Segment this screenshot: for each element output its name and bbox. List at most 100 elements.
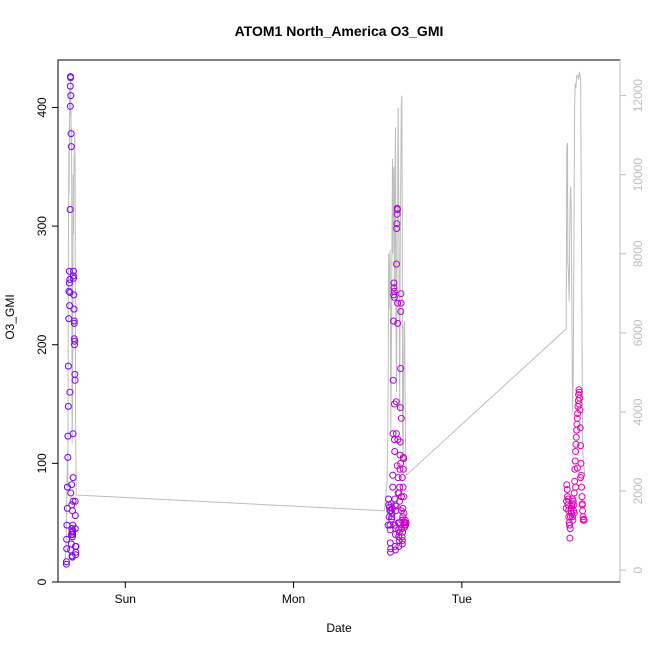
secondary-series-line: [64, 71, 586, 563]
data-point: [572, 483, 580, 491]
data-point: [66, 276, 74, 283]
data-point: [63, 535, 71, 543]
data-point: [70, 317, 78, 325]
data-point: [574, 410, 582, 417]
data-point: [64, 453, 72, 461]
y-tick-label: 100: [35, 453, 49, 473]
data-point: [578, 483, 586, 491]
data-point: [563, 481, 571, 489]
chart-title: ATOM1 North_America O3_GMI: [235, 23, 444, 39]
right-y-tick-label: 10000: [631, 158, 645, 192]
data-point: [399, 504, 407, 512]
y-tick-label: 300: [35, 216, 49, 236]
data-point: [67, 489, 75, 497]
data-point: [391, 400, 398, 408]
data-point: [67, 74, 75, 82]
data-point: [71, 376, 79, 384]
data-point: [389, 483, 397, 491]
data-point: [575, 400, 583, 408]
data-point: [395, 533, 403, 541]
data-point: [395, 489, 403, 497]
data-point: [580, 516, 588, 524]
data-point: [69, 272, 77, 280]
data-point: [399, 465, 407, 473]
data-point: [393, 260, 400, 268]
x-tick-label: Tue: [452, 592, 473, 606]
data-point: [570, 489, 578, 497]
data-point: [399, 483, 407, 491]
right-y-tick-label: 8000: [631, 240, 645, 267]
data-point: [577, 459, 585, 467]
data-point: [67, 546, 75, 554]
data-point: [65, 267, 73, 275]
data-point: [397, 308, 405, 315]
data-point: [66, 82, 74, 90]
data-point: [573, 420, 581, 428]
data-point: [398, 540, 406, 548]
data-point: [68, 525, 76, 533]
data-point: [396, 438, 404, 446]
x-tick-label: Mon: [282, 592, 305, 606]
y-tick-label: 0: [35, 578, 49, 585]
data-point: [62, 558, 70, 566]
data-point: [400, 493, 408, 501]
data-point: [67, 143, 75, 151]
data-point: [576, 424, 584, 432]
data-point: [66, 102, 74, 110]
data-point: [402, 519, 410, 527]
y-tick-label: 200: [35, 334, 49, 354]
data-point: [398, 474, 406, 482]
data-point: [65, 279, 73, 287]
secondary-line-layer: [64, 71, 586, 563]
data-point: [578, 493, 586, 501]
data-point: [569, 495, 576, 503]
data-point: [398, 533, 406, 541]
data-point: [65, 287, 73, 295]
data-point: [397, 459, 405, 467]
data-point: [390, 284, 398, 292]
data-point: [393, 206, 401, 213]
data-point: [393, 225, 401, 232]
data-point: [569, 516, 577, 524]
data-point: [394, 474, 402, 482]
data-point: [394, 299, 402, 307]
data-point: [388, 513, 396, 521]
data-point: [570, 509, 578, 517]
data-point: [397, 365, 405, 372]
data-point: [577, 442, 585, 450]
data-point: [566, 521, 573, 529]
x-axis-label: Date: [326, 621, 352, 635]
data-point: [69, 497, 77, 505]
data-point: [69, 474, 77, 482]
right-y-tick-label: 0: [631, 566, 645, 573]
data-point: [398, 537, 406, 544]
data-point: [571, 477, 579, 485]
x-ticks: Sun Mon Tue: [115, 582, 473, 606]
right-y-tick-label: 12000: [631, 79, 645, 113]
data-point: [67, 92, 75, 100]
data-point: [397, 299, 405, 307]
data-point: [566, 525, 574, 533]
right-y-tick-label: 4000: [631, 398, 645, 425]
data-point: [397, 414, 405, 422]
data-point: [573, 464, 581, 472]
data-point: [70, 319, 78, 327]
x-tick-label: Sun: [115, 592, 136, 606]
data-point: [71, 497, 79, 505]
right-y-tick-label: 6000: [631, 319, 645, 346]
data-point: [71, 337, 79, 345]
data-point: [578, 500, 586, 508]
data-point: [394, 436, 402, 444]
data-point: [396, 497, 404, 505]
data-point: [69, 430, 77, 438]
data-point: [62, 560, 70, 568]
data-point: [397, 290, 405, 298]
data-point: [68, 501, 76, 509]
data-point: [67, 540, 75, 548]
data-point: [69, 507, 76, 515]
data-point: [66, 302, 74, 310]
data-point: [396, 404, 404, 412]
data-point: [391, 542, 399, 550]
plot-frame: [57, 59, 621, 583]
